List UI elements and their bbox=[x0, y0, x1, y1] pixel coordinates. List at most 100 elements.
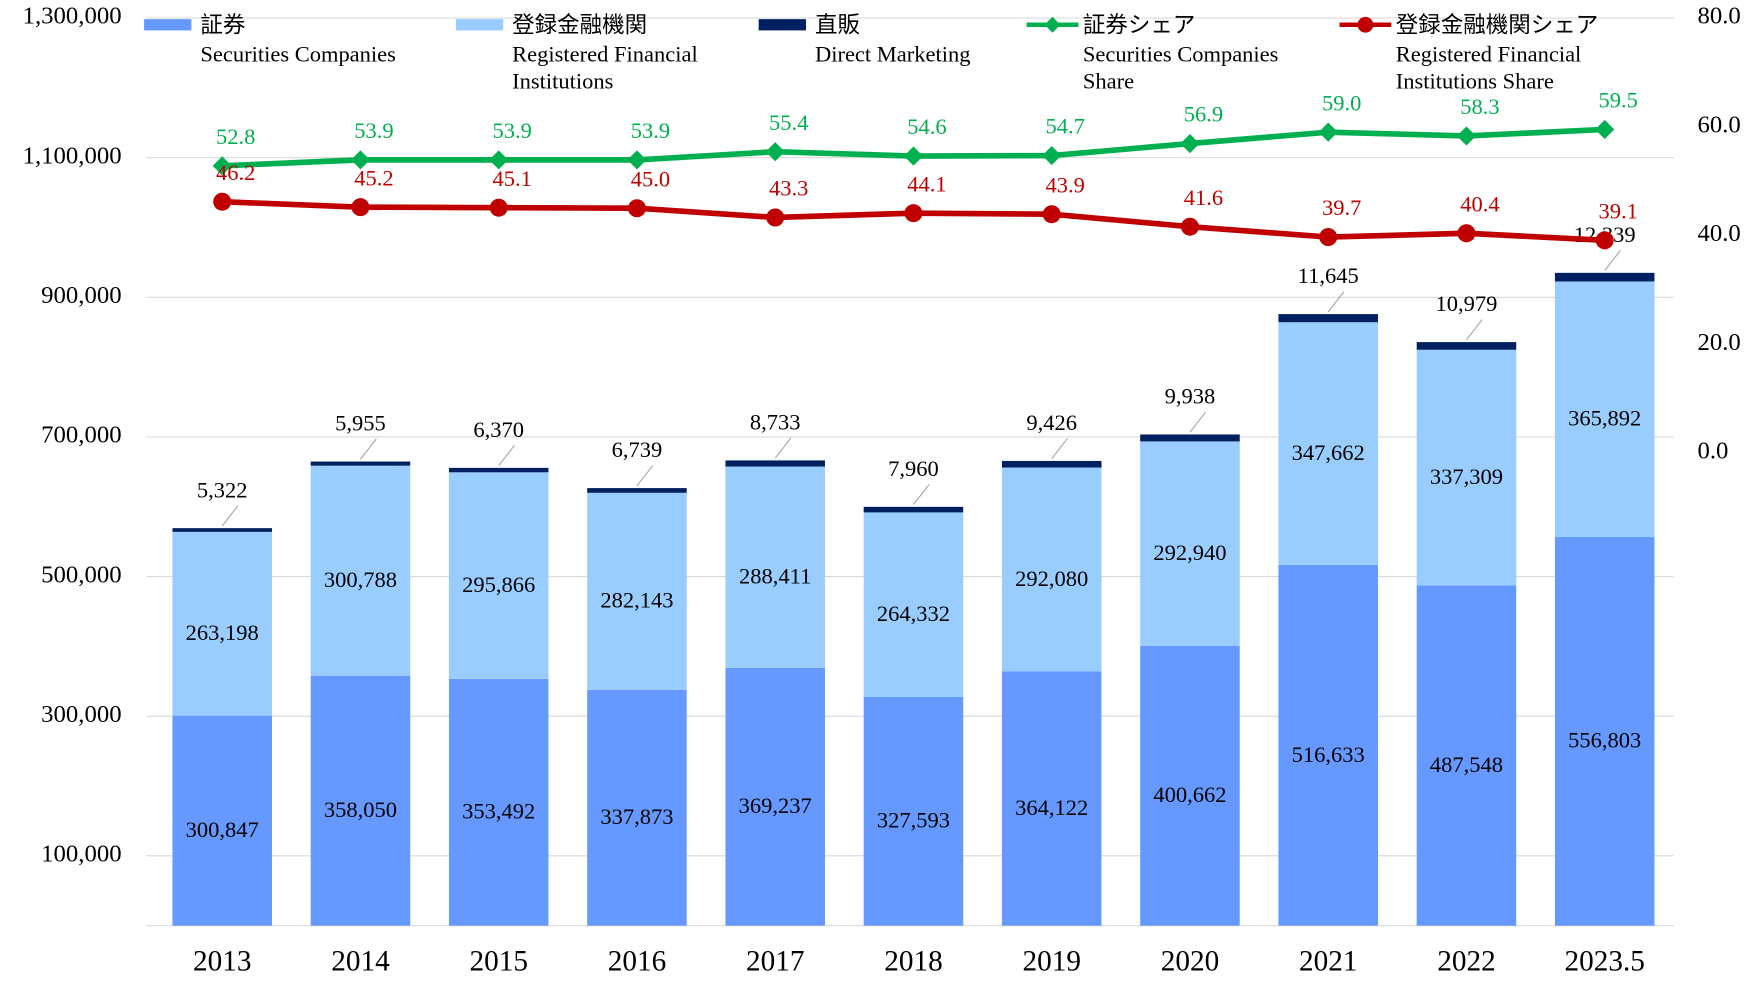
data-label: 53.9 bbox=[631, 118, 670, 143]
data-label: 337,309 bbox=[1430, 464, 1503, 489]
data-label: 337,873 bbox=[600, 804, 673, 829]
marker bbox=[1180, 217, 1199, 236]
leader-line bbox=[498, 444, 515, 466]
data-label: 45.2 bbox=[354, 165, 393, 190]
marker bbox=[904, 204, 923, 223]
y-tick-label: 700,000 bbox=[41, 422, 121, 449]
data-label: 43.9 bbox=[1046, 172, 1085, 197]
data-label: 6,370 bbox=[473, 417, 524, 442]
x-tick-label: 2021 bbox=[1299, 946, 1358, 978]
data-label: 358,050 bbox=[324, 797, 397, 822]
x-tick-label: 2017 bbox=[746, 946, 805, 978]
marker bbox=[1457, 224, 1476, 243]
legend-label-en: Securities Companies bbox=[200, 41, 396, 66]
bar-segment bbox=[587, 488, 687, 493]
data-label: 58.3 bbox=[1460, 94, 1499, 119]
data-label: 54.7 bbox=[1046, 114, 1085, 139]
data-label: 53.9 bbox=[493, 118, 532, 143]
bar-segment bbox=[1554, 536, 1655, 926]
legend-swatch bbox=[144, 19, 192, 31]
marker bbox=[765, 142, 785, 162]
data-label: 369,237 bbox=[739, 793, 812, 818]
legend-marker bbox=[1357, 16, 1374, 33]
leader-line bbox=[221, 505, 239, 527]
data-label: 288,411 bbox=[739, 564, 811, 589]
marker bbox=[1595, 231, 1614, 250]
legend-marker bbox=[1044, 16, 1061, 33]
data-label: 292,940 bbox=[1153, 540, 1226, 565]
bar-segment bbox=[1278, 564, 1378, 926]
data-label: 8,733 bbox=[750, 410, 801, 435]
data-label: 365,892 bbox=[1568, 406, 1641, 431]
data-label: 556,803 bbox=[1568, 728, 1641, 753]
leader-line bbox=[636, 465, 654, 487]
data-label: 5,955 bbox=[335, 411, 386, 436]
data-label: 54.6 bbox=[907, 114, 946, 139]
data-label: 45.1 bbox=[493, 166, 532, 191]
x-tick-label: 2014 bbox=[331, 946, 390, 978]
bar-segment bbox=[1001, 671, 1102, 926]
y-tick-label: 500,000 bbox=[41, 561, 121, 588]
data-label: 300,788 bbox=[324, 567, 397, 592]
data-label: 55.4 bbox=[769, 110, 808, 135]
legend-label: 証券シェア bbox=[1083, 12, 1195, 38]
y2-tick-label: 40.0 bbox=[1697, 220, 1740, 247]
y-tick-label: 100,000 bbox=[41, 841, 121, 868]
data-label: 364,122 bbox=[1015, 795, 1088, 820]
bar-segment bbox=[863, 512, 964, 697]
marker bbox=[903, 146, 924, 166]
bar-segment bbox=[448, 678, 549, 926]
marker bbox=[1319, 228, 1338, 247]
marker bbox=[627, 199, 646, 218]
legend-swatch bbox=[758, 19, 806, 31]
bar-segment bbox=[1554, 272, 1655, 282]
bar-segment bbox=[1416, 585, 1517, 926]
x-tick-label: 2022 bbox=[1437, 946, 1496, 978]
legend-label-en: Direct Marketing bbox=[815, 41, 971, 66]
data-label: 400,662 bbox=[1153, 782, 1226, 807]
bar-segment bbox=[587, 492, 687, 690]
marker bbox=[489, 198, 508, 217]
data-label: 487,548 bbox=[1430, 752, 1503, 777]
data-label: 6,739 bbox=[612, 437, 663, 462]
data-label: 53.9 bbox=[354, 118, 393, 143]
marker bbox=[350, 150, 371, 170]
legend-label-en: Institutions Share bbox=[1396, 69, 1554, 94]
leader-line bbox=[913, 483, 930, 505]
bar-segment bbox=[587, 689, 687, 926]
leader-line bbox=[1189, 411, 1207, 433]
data-label: 9,426 bbox=[1026, 410, 1077, 435]
x-tick-label: 2015 bbox=[469, 946, 528, 978]
x-tick-label: 2019 bbox=[1022, 946, 1081, 978]
data-label: 56.9 bbox=[1184, 102, 1223, 127]
x-tick-label: 2020 bbox=[1161, 946, 1220, 978]
bar-segment bbox=[172, 528, 272, 532]
bar-segment bbox=[1278, 322, 1378, 565]
data-label: 282,143 bbox=[600, 588, 673, 613]
data-label: 11,645 bbox=[1298, 263, 1359, 288]
marker bbox=[1042, 205, 1061, 224]
marker bbox=[766, 208, 785, 227]
bar-segment bbox=[448, 472, 549, 679]
leader-line bbox=[1327, 291, 1345, 313]
leader-line bbox=[360, 438, 377, 460]
marker bbox=[213, 192, 232, 211]
legend-label: 登録金融機関 bbox=[512, 12, 647, 38]
data-label: 353,492 bbox=[462, 799, 535, 824]
y-tick-label: 300,000 bbox=[41, 701, 121, 728]
data-label: 39.7 bbox=[1322, 195, 1361, 220]
data-label: 292,080 bbox=[1015, 566, 1088, 591]
data-label: 264,332 bbox=[877, 601, 950, 626]
bar-segment bbox=[1001, 467, 1102, 672]
bar-segment bbox=[863, 696, 964, 926]
bar-segment bbox=[863, 506, 964, 513]
y-tick-label: 1,100,000 bbox=[23, 142, 122, 169]
bar-segment bbox=[1140, 441, 1240, 646]
bar-segment bbox=[310, 461, 411, 466]
leader-line bbox=[1051, 438, 1068, 460]
bar-segment bbox=[1554, 281, 1655, 537]
y2-tick-label: 20.0 bbox=[1697, 329, 1740, 356]
bar-segment bbox=[725, 460, 825, 467]
bar-segment bbox=[448, 467, 549, 473]
